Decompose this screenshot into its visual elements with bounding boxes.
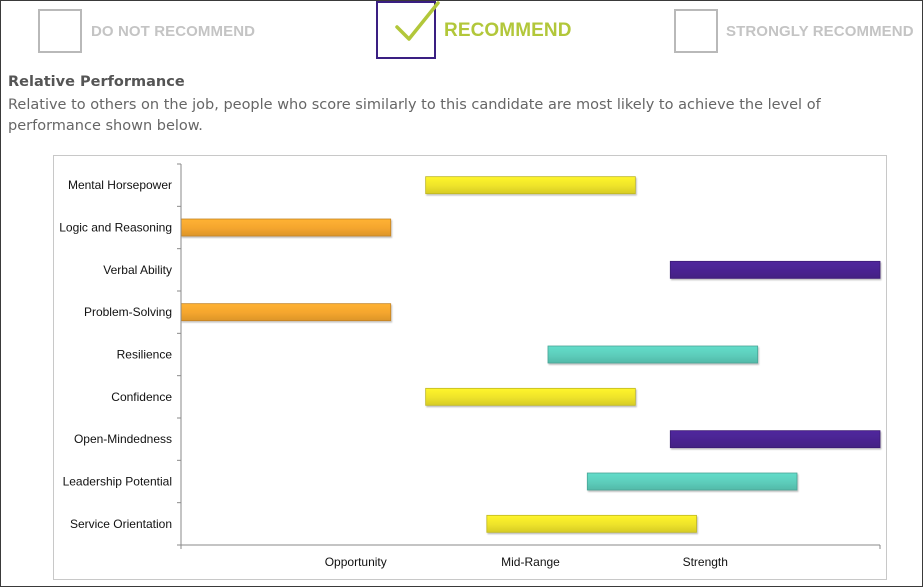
category-label: Leadership Potential — [63, 475, 172, 489]
category-label: Problem-Solving — [84, 305, 172, 319]
recommendation-selector: DO NOT RECOMMEND RECOMMEND STRONGLY RECO… — [1, 1, 922, 65]
checkbox-recommend[interactable] — [376, 1, 436, 59]
range-bar — [669, 430, 881, 449]
option-do-not-recommend[interactable]: DO NOT RECOMMEND — [38, 1, 278, 63]
checkbox-strongly-recommend[interactable] — [674, 9, 718, 53]
chart-canvas: Mental Horsepower Logic and Reasoning Verb… — [59, 163, 881, 569]
category-label: Service Orientation — [70, 517, 172, 531]
range-bar — [180, 303, 392, 322]
checkmark-icon — [395, 1, 440, 41]
range-bar — [547, 345, 759, 364]
x-tick-label: Strength — [683, 555, 728, 569]
x-tick-label: Mid-Range — [501, 555, 560, 569]
range-bar — [586, 472, 798, 491]
category-label: Resilience — [117, 348, 173, 362]
option-recommend[interactable]: RECOMMEND — [376, 1, 596, 63]
category-label: Logic and Reasoning — [59, 221, 172, 235]
section-title: Relative Performance — [8, 74, 185, 90]
category-label: Confidence — [111, 390, 172, 404]
option-strongly-recommend[interactable]: STRONGLY RECOMMEND — [674, 1, 922, 63]
range-bar — [425, 176, 636, 195]
section-description: Relative to others on the job, people wh… — [8, 97, 821, 134]
category-label: Mental Horsepower — [68, 178, 172, 192]
range-bar — [486, 514, 697, 533]
checkbox-do-not-recommend[interactable] — [38, 9, 82, 53]
range-bar — [180, 218, 392, 237]
range-bar — [425, 387, 636, 406]
category-label: Open-Mindedness — [74, 432, 172, 446]
x-tick-label: Opportunity — [325, 555, 387, 569]
range-bar — [669, 260, 881, 279]
option-label-recommend: RECOMMEND — [444, 20, 572, 41]
category-label: Verbal Ability — [103, 263, 172, 277]
relative-performance-chart: Mental Horsepower Logic and Reasoning Verb… — [53, 155, 887, 580]
option-label-strongly-recommend: STRONGLY RECOMMEND — [726, 23, 914, 40]
option-label-do-not-recommend: DO NOT RECOMMEND — [91, 23, 256, 40]
